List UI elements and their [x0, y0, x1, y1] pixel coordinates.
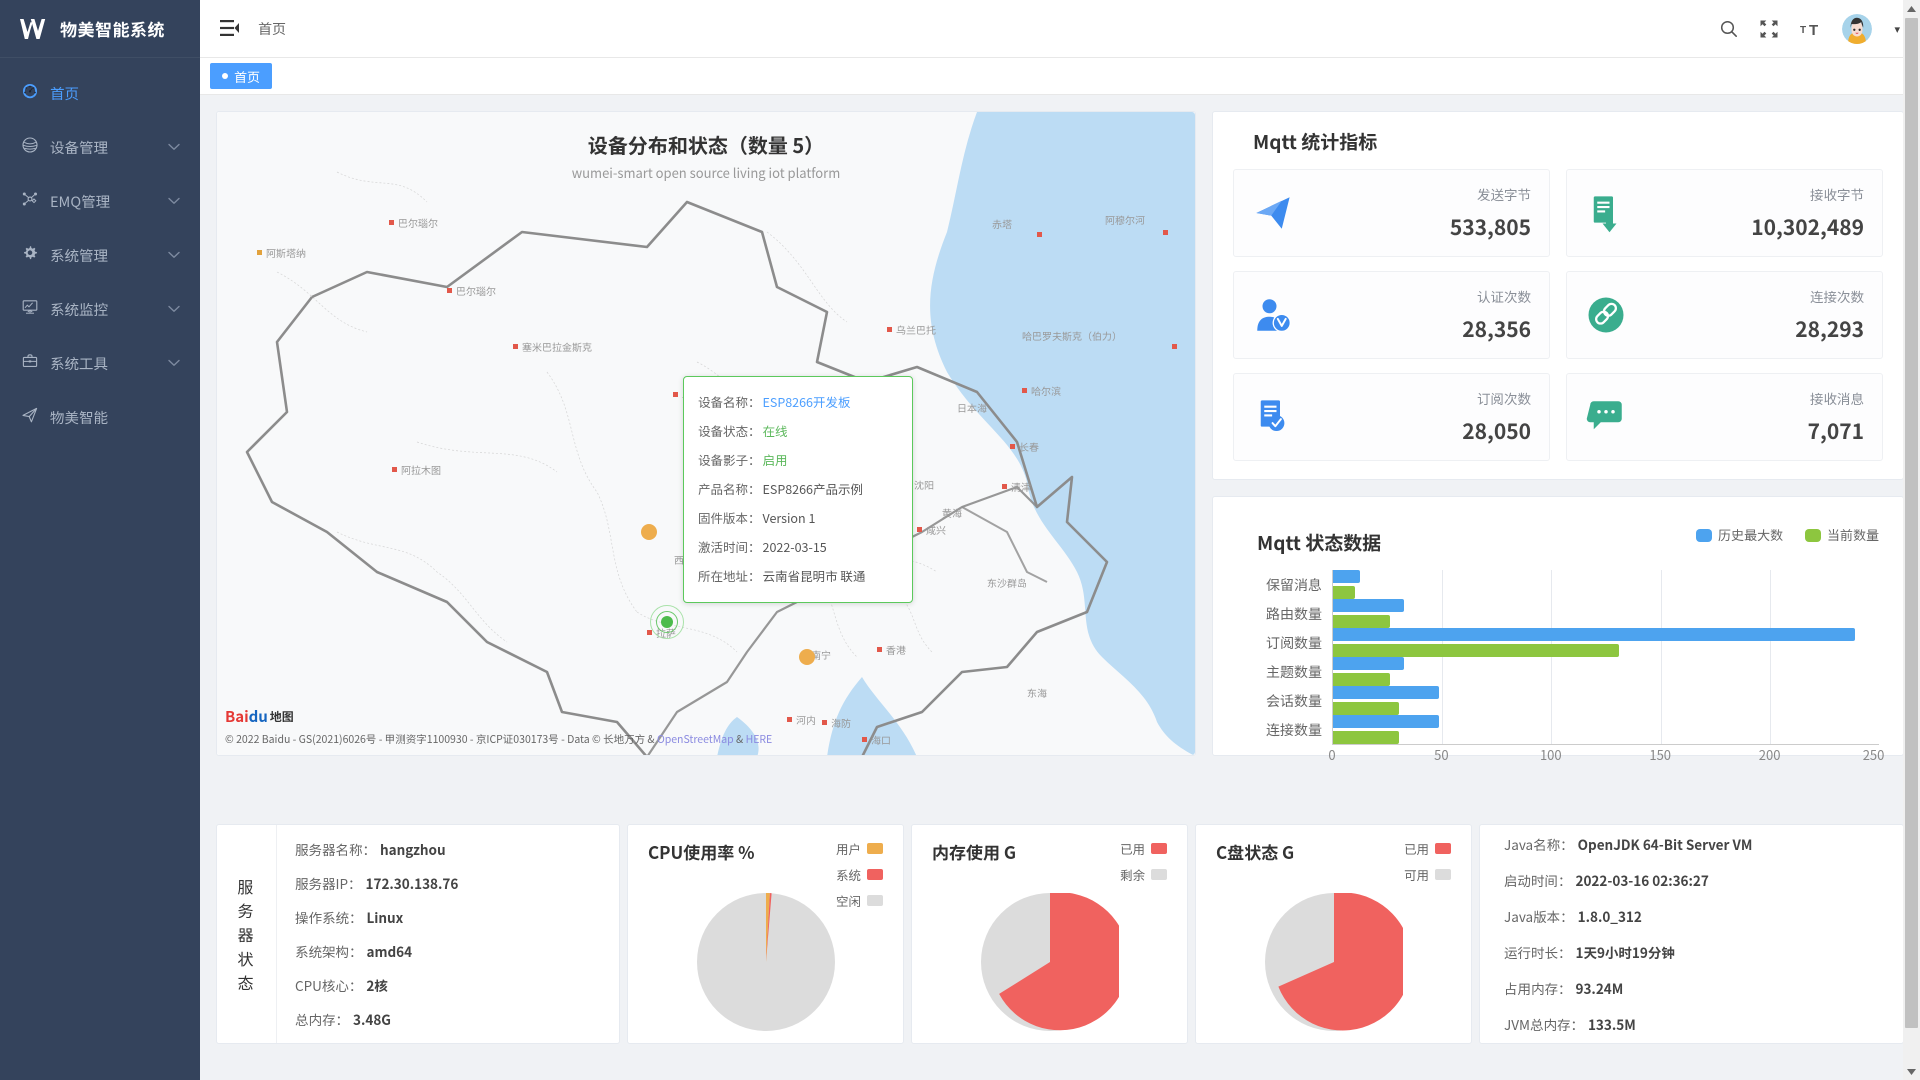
svg-text:巴尔瑙尔: 巴尔瑙尔	[456, 283, 496, 298]
svg-text:海防: 海防	[831, 715, 851, 730]
svg-text:河内: 河内	[796, 712, 816, 727]
svg-text:乌兰巴托: 乌兰巴托	[896, 322, 936, 337]
svg-text:清津: 清津	[1011, 479, 1031, 494]
svg-text:哈尔滨: 哈尔滨	[1031, 383, 1061, 398]
svg-text:赤塔: 赤塔	[992, 216, 1012, 231]
svg-text:T: T	[1809, 22, 1818, 38]
svg-text:阿拉木图: 阿拉木图	[401, 462, 441, 477]
svg-text:日本海: 日本海	[957, 400, 987, 415]
svg-text:塞米巴拉金斯克: 塞米巴拉金斯克	[522, 339, 592, 354]
svg-text:长春: 长春	[1019, 439, 1039, 454]
svg-text:T: T	[1800, 25, 1806, 36]
svg-text:东海: 东海	[1027, 685, 1047, 700]
svg-text:黄海: 黄海	[942, 505, 962, 520]
svg-text:东沙群岛: 东沙群岛	[987, 575, 1027, 590]
svg-text:咸兴: 咸兴	[926, 522, 946, 537]
svg-text:香港: 香港	[886, 642, 906, 657]
svg-text:巴尔瑙尔: 巴尔瑙尔	[398, 215, 438, 230]
svg-text:海口: 海口	[871, 732, 891, 747]
svg-text:哈巴罗夫斯克（伯力）: 哈巴罗夫斯克（伯力）	[1022, 328, 1122, 343]
svg-text:阿穆尔河: 阿穆尔河	[1105, 212, 1145, 227]
svg-text:沈阳: 沈阳	[914, 477, 934, 492]
svg-text:阿斯塔纳: 阿斯塔纳	[266, 245, 306, 260]
